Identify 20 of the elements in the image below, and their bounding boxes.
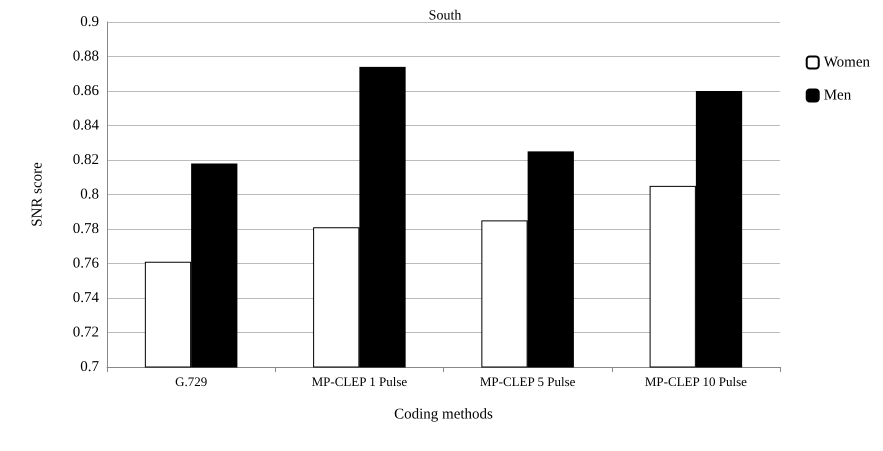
- y-tick-label: 0.76: [72, 256, 100, 272]
- y-tick-label: 0.78: [72, 221, 99, 237]
- y-tick-label: 0.72: [72, 324, 99, 340]
- y-tick-label: 0.82: [72, 152, 99, 168]
- y-tick-label: 0.7: [80, 359, 100, 375]
- legend-label: Women: [824, 54, 870, 70]
- x-tick-label: G.729: [175, 374, 208, 389]
- y-tick-label: 0.74: [72, 290, 100, 306]
- x-axis-title: Coding methods: [394, 406, 494, 422]
- y-tick-label: 0.88: [72, 48, 99, 64]
- x-tick-label: MP-CLEP 5 Pulse: [480, 374, 576, 389]
- y-tick-label: 0.86: [72, 83, 100, 99]
- x-tick-label: MP-CLEP 1 Pulse: [312, 374, 408, 389]
- y-tick-label: 0.8: [80, 186, 99, 202]
- y-tick-label: 0.84: [72, 118, 100, 134]
- chart-title: South: [428, 8, 462, 24]
- y-axis-title: SNR score: [30, 162, 46, 227]
- x-tick-label: MP-CLEP 10 Pulse: [644, 374, 748, 389]
- y-tick-label: 0.9: [80, 14, 99, 30]
- legend-label: Men: [824, 88, 852, 104]
